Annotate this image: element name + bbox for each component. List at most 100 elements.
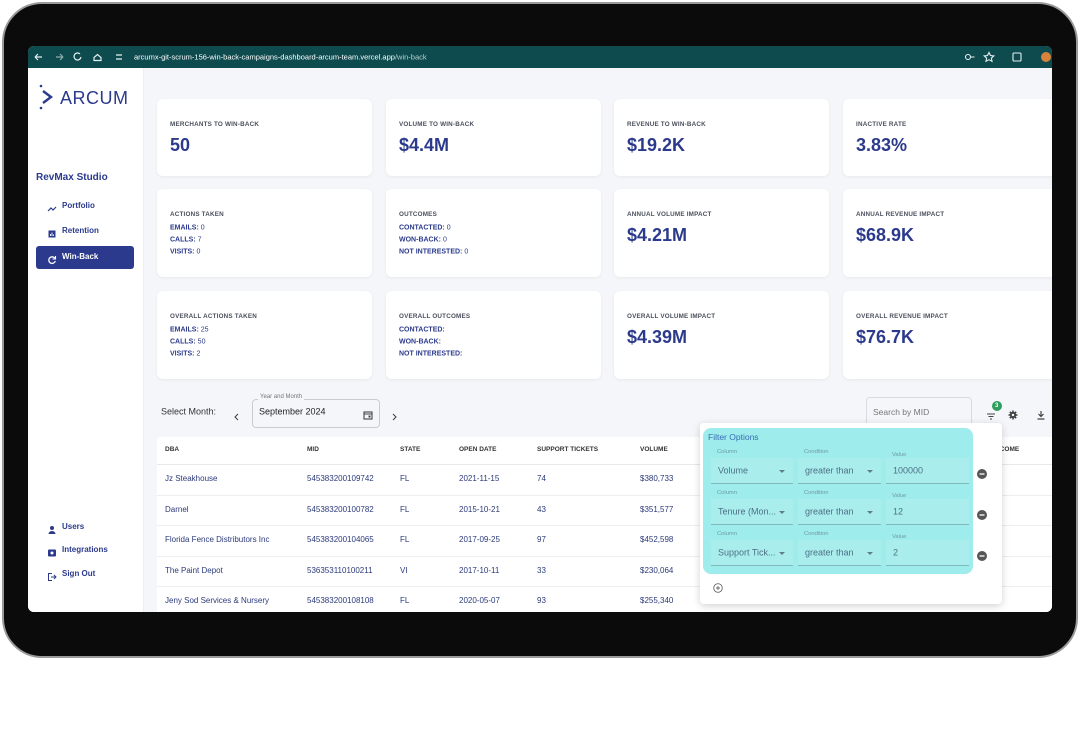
filter-field-value[interactable]: Tenure (Mon... bbox=[718, 506, 777, 517]
table-cell: 545383200100782 bbox=[307, 504, 374, 514]
table-header: OUTCOME bbox=[986, 445, 1020, 453]
filter-field-value[interactable]: 12 bbox=[893, 506, 904, 517]
filter-field-label: Value bbox=[892, 452, 907, 459]
dropdown-arrow[interactable] bbox=[867, 552, 873, 555]
month-field[interactable] bbox=[252, 399, 380, 428]
filter-field-value[interactable]: 100000 bbox=[893, 465, 924, 476]
nav-item[interactable]: Portfolio bbox=[62, 201, 95, 210]
filter-highlight bbox=[703, 428, 973, 574]
month-label: Select Month: bbox=[161, 406, 217, 417]
table-cell: FL bbox=[400, 596, 410, 605]
card-title: OVERALL OUTCOMES bbox=[399, 312, 471, 320]
table-cell[interactable]: Jz Steakhouse bbox=[165, 474, 218, 483]
next-month[interactable] bbox=[390, 408, 398, 421]
table-cell[interactable]: Jeny Sod Services & Nursery bbox=[165, 596, 270, 605]
nav-active-bg[interactable] bbox=[36, 246, 134, 269]
filter-field-value[interactable]: greater than bbox=[805, 547, 854, 558]
card-line-value: 0 bbox=[443, 236, 447, 244]
metric-card bbox=[386, 99, 601, 176]
table-cell: VI bbox=[400, 565, 408, 575]
card-title: OVERALL REVENUE IMPACT bbox=[856, 312, 948, 320]
filter-field-label: Condition bbox=[804, 531, 829, 538]
card-line-value: 0 bbox=[196, 248, 201, 256]
dropdown-arrow[interactable] bbox=[779, 470, 785, 473]
table-header: VOLUME bbox=[640, 445, 668, 453]
card-value: $4.21M bbox=[627, 225, 688, 245]
url-host[interactable]: arcumx-git-scrum-156-win-back-campaigns-… bbox=[134, 52, 395, 62]
table-cell[interactable]: The Paint Depot bbox=[165, 565, 223, 575]
filter-field[interactable] bbox=[886, 540, 969, 566]
filter-field-label: Condition bbox=[804, 449, 829, 456]
calendar-icon bbox=[363, 407, 373, 420]
card-value: $68.9K bbox=[856, 225, 915, 245]
logo-text: ARCUM bbox=[60, 88, 129, 108]
filter-field-label: Column bbox=[717, 531, 737, 538]
filter-field-label: Condition bbox=[804, 490, 829, 497]
search-placeholder[interactable]: Search by MID bbox=[873, 406, 930, 417]
table-cell: 97 bbox=[537, 535, 546, 544]
card-line-value: 2 bbox=[196, 350, 201, 358]
metric-card bbox=[157, 99, 372, 176]
nav-item[interactable]: Win-Back bbox=[62, 252, 99, 261]
remove-filter[interactable] bbox=[977, 507, 987, 520]
browser-right-icons bbox=[964, 51, 1051, 63]
table-cell: 2017-09-25 bbox=[459, 535, 500, 544]
footer-nav-icon bbox=[47, 569, 57, 581]
url-path[interactable]: /win-back bbox=[394, 52, 427, 62]
filter-field-value[interactable]: Volume bbox=[718, 465, 749, 476]
browser-nav-icons bbox=[34, 52, 122, 62]
search-box[interactable] bbox=[866, 397, 972, 428]
table-cell: $351,577 bbox=[640, 504, 674, 514]
filter-field-value[interactable]: 2 bbox=[893, 547, 899, 558]
table-cell: $255,340 bbox=[640, 596, 674, 605]
add-filter[interactable] bbox=[713, 580, 723, 593]
card-line-value: 25 bbox=[200, 326, 209, 334]
remove-filter[interactable] bbox=[977, 466, 987, 479]
card-line-value: 0 bbox=[200, 224, 205, 232]
sidebar bbox=[28, 68, 144, 612]
table-cell: 74 bbox=[537, 474, 546, 483]
card-line-label: WON-BACK: bbox=[399, 338, 441, 346]
table-cell: $452,598 bbox=[640, 535, 674, 544]
prev-month[interactable] bbox=[233, 408, 241, 421]
filter-field-label: Column bbox=[717, 449, 737, 456]
dropdown-arrow[interactable] bbox=[779, 552, 785, 555]
metric-card bbox=[614, 99, 829, 176]
footer-nav-item[interactable]: Users bbox=[62, 522, 85, 531]
card-value: 3.83% bbox=[856, 135, 908, 155]
card-line-label: CONTACTED: bbox=[399, 326, 445, 334]
dropdown-arrow[interactable] bbox=[779, 511, 785, 514]
section-title: RevMax Studio bbox=[36, 172, 108, 183]
nav-item[interactable]: Retention bbox=[62, 226, 99, 235]
filter-field-value[interactable]: greater than bbox=[805, 465, 854, 476]
card-title: OVERALL ACTIONS TAKEN bbox=[170, 312, 257, 320]
filter-field-value[interactable]: greater than bbox=[805, 506, 854, 517]
browser-bar: arcumx-git-scrum-156-win-back-campaigns-… bbox=[28, 46, 1052, 68]
card-line-label: CALLS: 50 bbox=[170, 338, 206, 346]
month-value[interactable]: September 2024 bbox=[259, 406, 326, 417]
remove-filter[interactable] bbox=[977, 548, 987, 561]
card-title: OVERALL VOLUME IMPACT bbox=[627, 312, 716, 320]
table-cell: 93 bbox=[537, 596, 546, 605]
card-line-label: VISITS: 2 bbox=[170, 350, 201, 358]
filter-field-value[interactable]: Support Tick... bbox=[718, 547, 776, 558]
card-line-label: NOT INTERESTED: bbox=[399, 350, 463, 358]
row-divider bbox=[157, 525, 1052, 526]
table-header: MID bbox=[307, 445, 319, 453]
card-line-value: 0 bbox=[446, 224, 451, 232]
dropdown-arrow[interactable] bbox=[867, 511, 873, 514]
card-line-value: 7 bbox=[197, 236, 202, 244]
filter-badge-count: 3 bbox=[995, 403, 999, 409]
footer-nav-item[interactable]: Sign Out bbox=[62, 569, 96, 578]
filter-badge[interactable] bbox=[992, 401, 1002, 411]
table-cell[interactable]: Darnel bbox=[165, 504, 189, 514]
table-cell: 2017-10-11 bbox=[459, 565, 500, 575]
filter-field[interactable] bbox=[886, 499, 969, 525]
dropdown-arrow[interactable] bbox=[867, 470, 873, 473]
footer-nav-icon bbox=[47, 522, 57, 534]
card-value: 50 bbox=[170, 135, 191, 155]
table-cell: FL bbox=[400, 474, 410, 483]
filter-field[interactable] bbox=[886, 458, 969, 484]
footer-nav-item[interactable]: Integrations bbox=[62, 545, 108, 554]
table-cell[interactable]: Florida Fence Distributors Inc bbox=[165, 535, 270, 544]
